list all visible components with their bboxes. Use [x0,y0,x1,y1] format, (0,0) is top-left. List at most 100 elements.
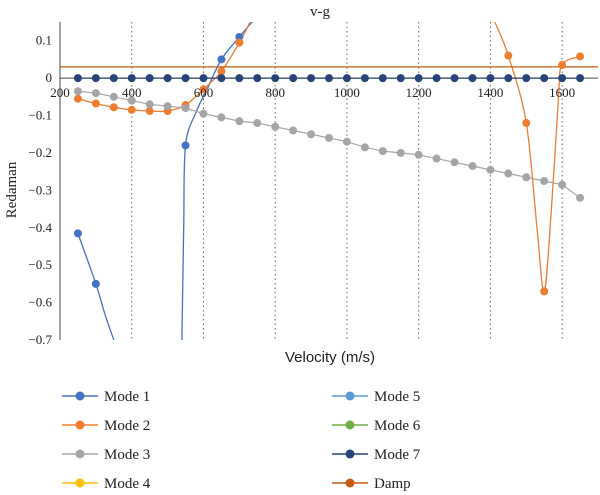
mode-3-point-22 [468,162,477,171]
legend-item-mode-4: Mode 4 [62,476,151,492]
mode-7-point-3 [127,74,136,83]
mode-3-point-23 [486,165,495,174]
x-tick-label-600: 600 [194,85,214,100]
axes [59,22,598,340]
mode-3-point-11 [271,122,280,131]
mode-3-point-26 [540,177,549,185]
mode-2-point-0 [73,94,82,103]
mode-3-point-2 [109,92,118,101]
mode-7-point-18 [396,74,405,83]
mode-7-point-15 [342,74,351,83]
mode-3-point-3 [127,96,136,105]
mode-2-point-3 [127,105,136,114]
mode-3-line [77,90,581,199]
y-tick-label-1: 0 [46,70,53,85]
mode-3-point-25 [522,173,531,182]
chart-title: v-g [310,4,330,20]
legend: Mode 1 Mode 2 Mode 3 Mode 4 Mode 5 Mode 6 Mode… [62,389,421,492]
mode-3-point-9 [235,117,244,126]
mode-3-point-27 [558,180,567,189]
mode-3-point-28 [576,193,585,202]
mode-2-point-4 [145,107,154,116]
mode-7-point-22 [468,74,477,83]
mode-7-point-10 [253,74,262,83]
x-tick-labels: 200 400 600 800 1000 1200 1400 1600 [50,85,575,100]
y-tick-labels: 0.1 0 −0.1 −0.2 −0.3 −0.4 −0.5 −0.6 −0.7 [28,33,52,347]
mode-3-point-21 [450,158,459,167]
y-tick-label-3: −0.2 [28,145,52,160]
x-tick-label-1200: 1200 [406,85,432,100]
mode-1-point-3 [217,55,226,64]
x-tick-label-1600: 1600 [549,85,575,100]
y-tick-label-7: −0.6 [28,295,52,310]
mode-7-point-4 [145,74,154,83]
mode-3-point-17 [378,147,387,156]
y-tick-label-6: −0.5 [28,257,52,272]
mode-2-point-2 [109,103,118,112]
mode-3-point-19 [414,150,423,159]
mode-7-point-25 [522,74,531,83]
x-tick-label-400: 400 [122,85,142,100]
mode-7-point-24 [504,74,513,83]
plot-lines [60,22,598,340]
mode-3-point-1 [91,89,100,98]
mode-7-point-7 [199,74,208,83]
legend-marker-mode-7 [345,449,355,459]
mode-1-curve-0 [77,233,115,340]
mode-7-point-19 [414,74,423,83]
mode-3-point-12 [289,126,298,135]
y-axis-label: Redaman [4,161,20,218]
mode-7-point-27 [558,74,567,83]
mode-3-point-0 [73,87,82,96]
legend-marker-mode-4 [75,478,85,488]
legend-label-mode-2: Mode 2 [104,418,150,434]
y-tick-label-5: −0.4 [28,220,52,235]
legend-item-mode-1: Mode 1 [62,389,150,405]
mode-7-point-6 [181,74,190,83]
mode-1-point-4 [235,32,244,41]
legend-item-mode-6: Mode 6 [332,418,421,434]
legend-marker-mode-3 [75,449,85,459]
legend-item-damp: Damp [332,476,411,492]
y-tick-label-4: −0.3 [28,182,52,197]
mode-7-point-20 [432,74,441,83]
mode-2-point-1 [91,99,100,108]
y-tick-label-8: −0.7 [28,332,52,347]
mode-7-point-13 [307,74,316,83]
mode-7-point-21 [450,74,459,83]
legend-label-mode-7: Mode 7 [374,447,421,463]
mode-3-point-5 [163,102,172,111]
legend-label-damp: Damp [374,476,411,492]
mode-3-point-13 [307,130,316,139]
mode-2-point-9 [235,38,244,47]
mode-3-point-8 [217,113,226,122]
mode-1-point-0 [73,229,82,238]
mode-7-point-0 [73,74,82,83]
y-tick-label-0: 0.1 [36,33,52,48]
mode-3-point-18 [396,148,405,157]
legend-label-mode-5: Mode 5 [374,389,420,405]
mode-7-point-16 [360,74,369,83]
x-tick-label-200: 200 [50,85,70,100]
mode-3-point-24 [504,169,513,178]
mode-3-point-16 [360,143,369,152]
x-tick-label-800: 800 [265,85,285,100]
legend-label-mode-1: Mode 1 [104,389,150,405]
mode-1-point-2 [181,141,190,150]
mode-3-point-10 [253,119,262,128]
mode-3-point-4 [145,100,154,109]
legend-label-mode-4: Mode 4 [104,476,151,492]
mode-3-point-15 [342,137,351,146]
x-tick-label-1000: 1000 [334,85,360,100]
mode-7-point-23 [486,74,495,83]
mode-3-point-6 [181,104,190,113]
mode-7-point-5 [163,74,172,83]
mode-7-point-8 [217,74,226,83]
legend-marker-mode-2 [75,420,85,430]
legend-marker-damp [345,478,355,488]
mode-1-curve-1 [181,22,253,340]
x-axis-label: Velocity (m/s) [285,349,375,366]
legend-label-mode-6: Mode 6 [374,418,421,434]
mode-2-point-8 [217,67,226,76]
